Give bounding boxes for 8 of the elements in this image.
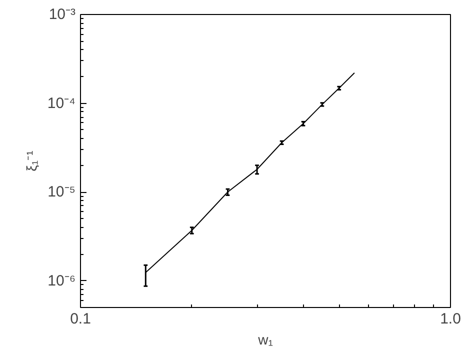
x-tick-label: 0.1	[70, 310, 91, 328]
y-tick-label: 10⁻⁵	[48, 184, 76, 201]
y-tick-label: 10⁻⁴	[47, 94, 76, 112]
y-tick-label: 10⁻⁶	[48, 272, 76, 290]
x-axis-title: w₁	[257, 332, 274, 348]
y-axis-title: ξ₁⁻¹	[23, 150, 40, 172]
x-tick-label: 1.0	[440, 310, 461, 328]
y-tick-label: 10⁻³	[48, 6, 76, 23]
